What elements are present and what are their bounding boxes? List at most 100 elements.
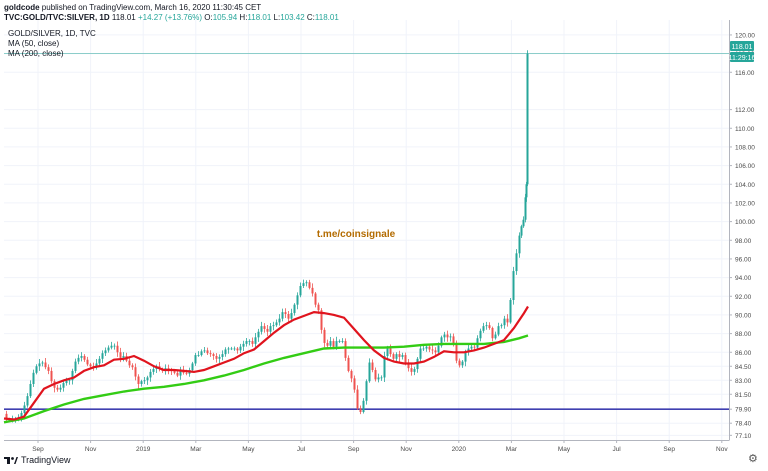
candle-body xyxy=(212,354,215,356)
time-tick-label: Sep xyxy=(663,446,675,453)
candle-body xyxy=(176,372,179,376)
candle-body xyxy=(89,364,92,367)
candle-body xyxy=(227,348,230,350)
candle-body xyxy=(449,336,452,338)
candle-body xyxy=(95,363,98,368)
price-tick-label: 108.00 xyxy=(735,144,755,151)
price-tick-label: 100.00 xyxy=(735,219,755,226)
price-tick-label: 88.00 xyxy=(735,331,752,338)
candle-body xyxy=(278,318,281,323)
candle-body xyxy=(431,349,434,351)
last-price: 118.01 xyxy=(111,13,136,22)
candle-body xyxy=(239,346,242,351)
price-tag-value: 118.01 xyxy=(732,44,753,51)
candle-body xyxy=(371,362,374,370)
time-tick-label: Sep xyxy=(348,446,360,453)
time-tick-label: Sep xyxy=(32,446,44,453)
candle-body xyxy=(143,380,146,382)
candle-body xyxy=(248,341,251,342)
time-tick-label: Mar xyxy=(506,446,518,453)
candle-body xyxy=(80,356,83,358)
candle-body xyxy=(119,352,122,358)
candle-body xyxy=(197,355,200,356)
candle-body xyxy=(74,361,77,371)
footer-brand: TradingView xyxy=(4,455,71,465)
watermark-text: t.me/coinsignale xyxy=(317,229,396,240)
candle-body xyxy=(29,384,32,397)
candle-body xyxy=(509,300,512,323)
candle-body xyxy=(410,368,413,372)
time-tick-label: 2020 xyxy=(452,446,467,453)
candle-body xyxy=(254,337,257,344)
candle-body xyxy=(83,356,86,360)
price-tick-label: 112.00 xyxy=(735,107,755,114)
low-label: L: xyxy=(273,13,281,22)
candle-body xyxy=(491,328,494,339)
price-tag: 118.01 11:29:16 xyxy=(729,41,755,62)
candle-body xyxy=(380,377,383,379)
time-tick-label: Mar xyxy=(190,446,202,453)
candle-body xyxy=(185,372,188,374)
price-tick-label: 77.10 xyxy=(735,433,752,440)
candle-body xyxy=(341,341,344,342)
candle-body xyxy=(224,349,227,355)
candle-body xyxy=(269,326,272,332)
candle-body xyxy=(272,325,275,327)
legend-pair[interactable]: GOLD/SILVER, 1D, TVC xyxy=(8,29,96,38)
candle-body xyxy=(221,354,224,357)
candle-body xyxy=(479,330,482,339)
open-value: 105.94 xyxy=(212,13,238,22)
author-name[interactable]: goldcode xyxy=(4,3,40,12)
price-tick-label: 102.00 xyxy=(735,200,755,207)
symbol-row: TVC:GOLD/TVC:SILVER, 1D 118.01 +14.27 (+… xyxy=(4,12,339,23)
legend-ma50[interactable]: MA (50, close) xyxy=(8,39,60,48)
candle-body xyxy=(473,346,476,348)
time-tick-label: May xyxy=(558,446,571,453)
close-label: C: xyxy=(306,13,315,22)
time-axis: Sep Nov 2019 Mar May Jul Sep Nov 2020 Mar May Jul Se… xyxy=(32,440,728,453)
time-tick-label: Nov xyxy=(400,446,412,453)
candle-body xyxy=(260,326,263,332)
candle-body xyxy=(525,184,528,198)
candle-body xyxy=(401,355,404,357)
brand-name[interactable]: TradingView xyxy=(21,455,71,465)
candle-body xyxy=(242,343,245,347)
candle-body xyxy=(335,341,338,347)
price-change: +14.27 (+13.76%) xyxy=(137,13,203,22)
candle-body xyxy=(419,348,422,359)
candle-body xyxy=(5,413,8,420)
candle-body xyxy=(23,405,26,413)
ma50-line xyxy=(3,305,529,421)
candle-body xyxy=(275,322,278,326)
candle-body xyxy=(59,387,62,390)
candle-body xyxy=(266,328,269,332)
candle-body xyxy=(512,271,515,300)
legend-ma200[interactable]: MA (200, close) xyxy=(8,49,64,58)
time-tick-label: Jul xyxy=(297,446,306,453)
time-tick-label: Nov xyxy=(716,446,728,453)
candle-body xyxy=(206,350,209,354)
candle-body xyxy=(194,355,197,364)
indicator-legend: GOLD/SILVER, 1D, TVC MA (50, close) MA (… xyxy=(8,29,96,59)
candle-body xyxy=(173,370,176,373)
candle-body xyxy=(104,350,107,354)
candle-body xyxy=(203,350,206,352)
high-value: 118.01 xyxy=(247,13,272,22)
candle-body xyxy=(524,197,527,220)
price-tick-label: 98.00 xyxy=(735,238,752,245)
candle-body xyxy=(107,347,110,351)
price-tick-label: 78.40 xyxy=(735,421,752,428)
candle-body xyxy=(137,376,140,384)
price-tick-label: 84.50 xyxy=(735,364,752,371)
candle-body xyxy=(485,325,488,327)
candle-body xyxy=(20,412,23,418)
candle-body xyxy=(434,350,437,353)
price-axis: 120.00118.00116.00112.00110.00108.00106.… xyxy=(729,32,755,440)
candle-body xyxy=(389,348,392,355)
candle-body xyxy=(152,369,155,372)
gear-icon[interactable]: ⚙ xyxy=(748,453,758,465)
candle-body xyxy=(398,354,401,357)
candle-body xyxy=(347,357,350,371)
candle-body xyxy=(245,341,248,344)
